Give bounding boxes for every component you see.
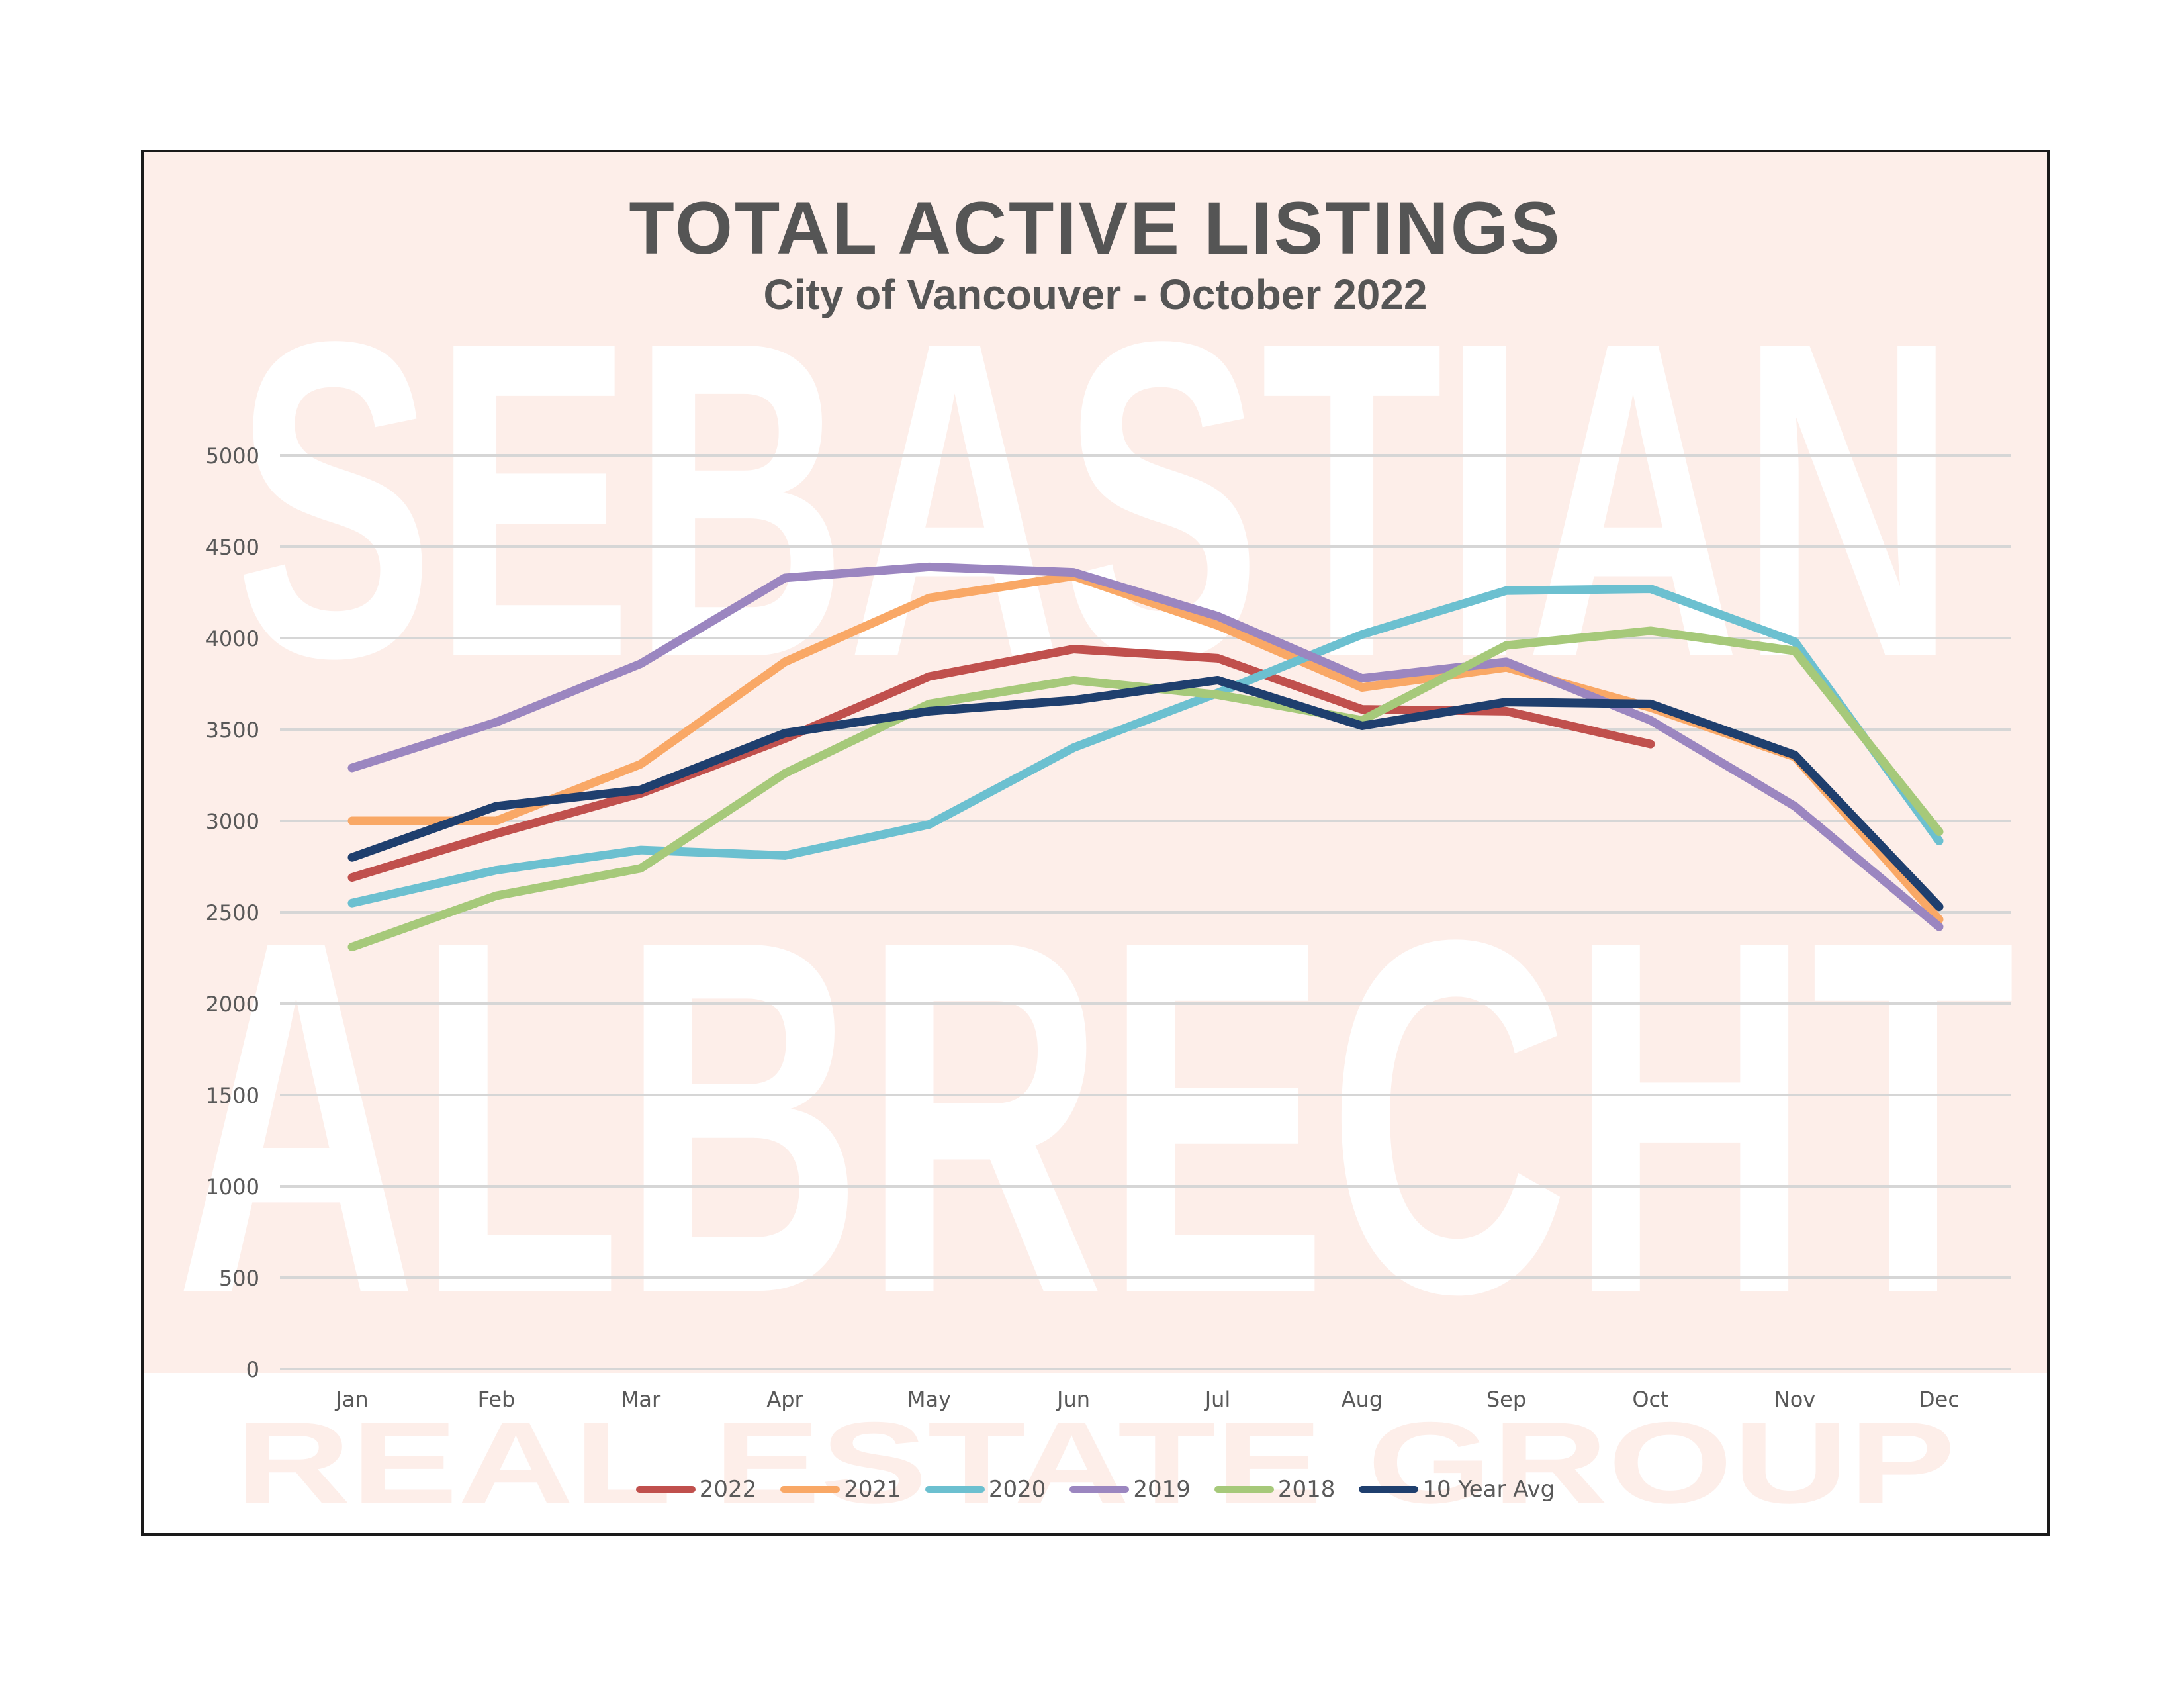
x-tick-label: May bbox=[907, 1387, 951, 1412]
legend-label: 2019 bbox=[1133, 1476, 1191, 1503]
legend-entry: 2018 bbox=[1214, 1476, 1336, 1503]
legend-swatch bbox=[1359, 1486, 1419, 1493]
x-tick-label: Jul bbox=[1204, 1387, 1231, 1412]
y-tick-label: 500 bbox=[219, 1266, 259, 1291]
legend-swatch bbox=[780, 1486, 841, 1493]
x-tick-label: Oct bbox=[1632, 1387, 1668, 1412]
x-tick-label: Feb bbox=[478, 1387, 516, 1412]
y-tick-label: 3000 bbox=[206, 809, 259, 834]
legend-label: 10 Year Avg bbox=[1422, 1476, 1555, 1503]
watermark-line-3: REAL ESTATE GROUP bbox=[235, 1399, 1956, 1528]
x-tick-label: Dec bbox=[1919, 1387, 1960, 1412]
x-tick-label: Jan bbox=[334, 1387, 368, 1412]
x-tick-label: Apr bbox=[766, 1387, 803, 1412]
series-line-2020 bbox=[347, 584, 1944, 908]
y-tick-label: 3500 bbox=[206, 718, 259, 743]
y-tick-label: 4000 bbox=[206, 626, 259, 651]
legend-entry: 2022 bbox=[635, 1476, 757, 1503]
y-tick-label: 5000 bbox=[206, 444, 259, 469]
legend-swatch bbox=[635, 1486, 696, 1493]
series-line-2019 bbox=[347, 562, 1944, 931]
axis-labels: 0 500 1000 1500 2000 2500 3000 3500 4000 4500 5000… bbox=[206, 444, 1960, 1412]
x-tick-label: Sep bbox=[1486, 1387, 1526, 1412]
gridlines bbox=[280, 454, 2011, 1370]
y-tick-label: 4500 bbox=[206, 535, 259, 560]
watermark-line-1: SEBASTIAN bbox=[235, 248, 1956, 751]
legend-entry: 10 Year Avg bbox=[1359, 1476, 1555, 1503]
watermark: SEBASTIAN ALBRECHT REAL ESTATE GROUP bbox=[175, 248, 2015, 1528]
chart-subtitle: City of Vancouver - October 2022 bbox=[763, 271, 1428, 318]
chart-title: TOTAL ACTIVE LISTINGS bbox=[629, 187, 1562, 269]
series-line-2018 bbox=[347, 626, 1944, 951]
watermark-line-2: ALBRECHT bbox=[175, 836, 2015, 1398]
chart-frame: SEBASTIAN ALBRECHT REAL ESTATE GROUP TOT… bbox=[141, 150, 2050, 1536]
legend-swatch bbox=[1069, 1486, 1130, 1493]
series-line-10-year-avg bbox=[347, 675, 1944, 912]
legend-label: 2018 bbox=[1277, 1476, 1336, 1503]
y-tick-label: 1500 bbox=[206, 1083, 259, 1108]
legend-label: 2022 bbox=[699, 1476, 757, 1503]
legend-label: 2020 bbox=[988, 1476, 1046, 1503]
y-tick-label: 1000 bbox=[206, 1174, 259, 1199]
y-tick-label: 2500 bbox=[206, 900, 259, 925]
plot-area: 0 500 1000 1500 2000 2500 3000 3500 4000 4500 5000… bbox=[206, 444, 2011, 1412]
legend-swatch bbox=[925, 1486, 985, 1493]
y-tick-label: 2000 bbox=[206, 992, 259, 1017]
series-lines bbox=[347, 562, 1944, 951]
y-tick-label: 0 bbox=[246, 1357, 259, 1382]
legend-entry: 2021 bbox=[780, 1476, 901, 1503]
legend-label: 2021 bbox=[844, 1476, 901, 1503]
legend-entry: 2020 bbox=[925, 1476, 1046, 1503]
x-tick-label: Mar bbox=[621, 1387, 661, 1412]
legend: 2022 2021 2020 2019 2018 10 Year Avg bbox=[144, 1476, 2047, 1503]
series-line-2022 bbox=[347, 645, 1655, 882]
x-tick-label: Nov bbox=[1774, 1387, 1815, 1412]
legend-entry: 2019 bbox=[1069, 1476, 1191, 1503]
x-tick-label: Jun bbox=[1056, 1387, 1090, 1412]
legend-swatch bbox=[1214, 1486, 1274, 1493]
x-tick-label: Aug bbox=[1342, 1387, 1383, 1412]
